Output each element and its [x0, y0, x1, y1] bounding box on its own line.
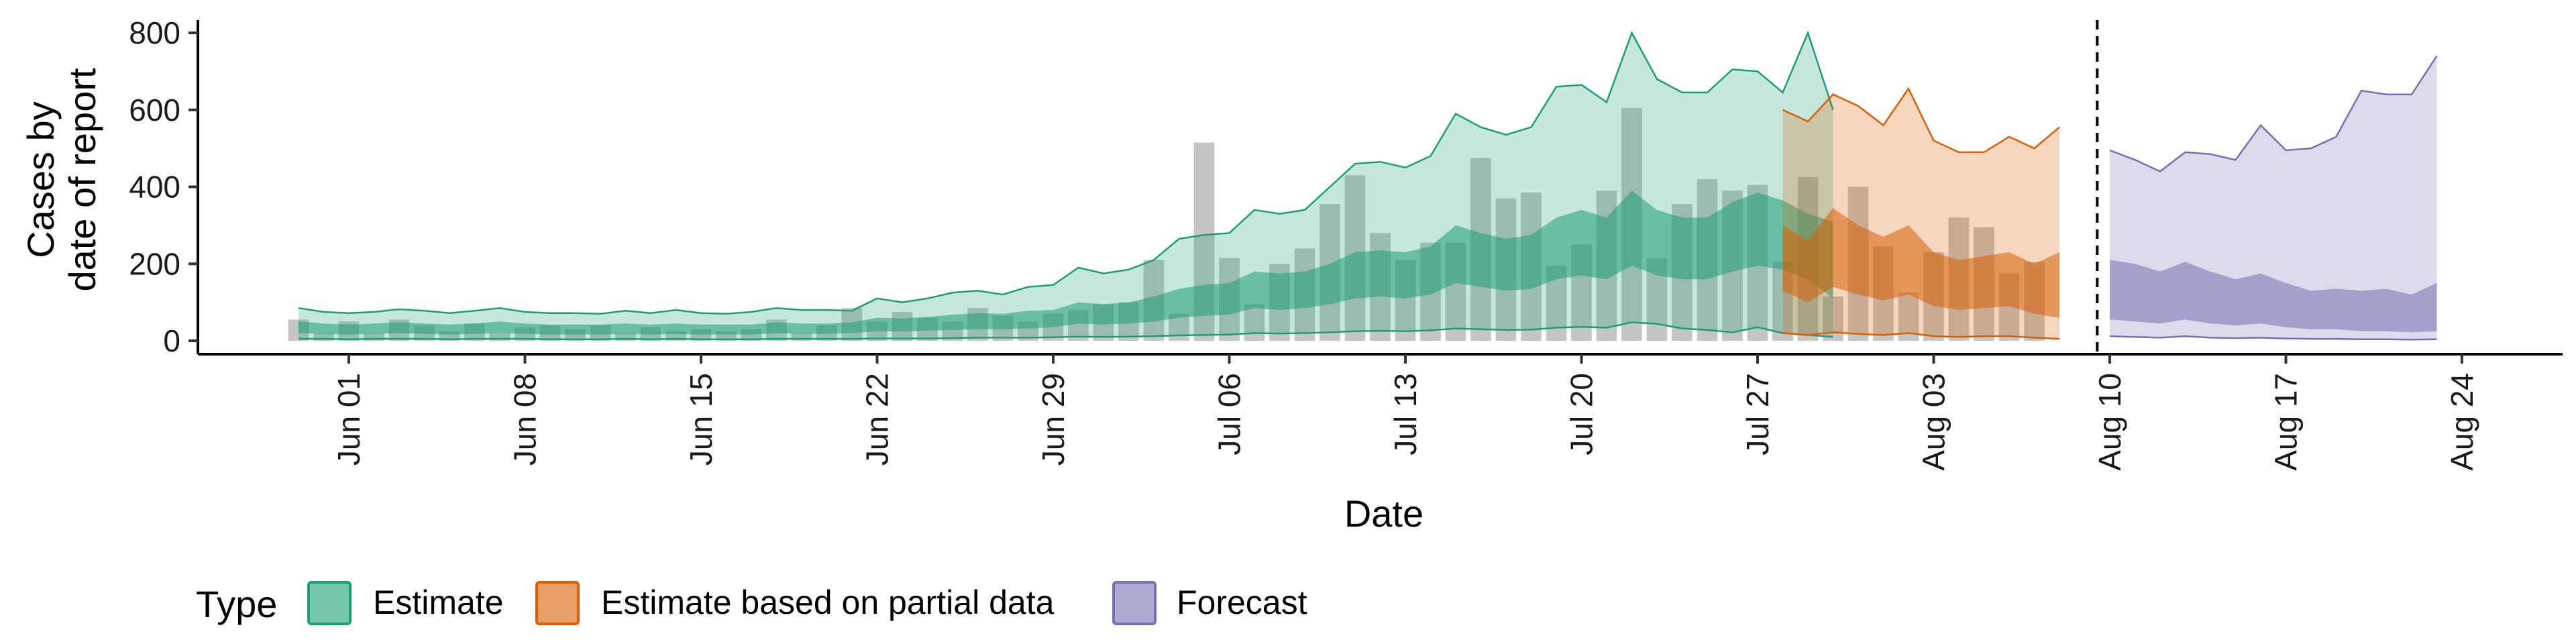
- x-tick-label: Jul 06: [1212, 373, 1247, 455]
- ribbon-lower-line: [2109, 335, 2437, 341]
- x-tick-label: Jul 20: [1564, 373, 1599, 455]
- y-tick-label: 800: [129, 15, 180, 50]
- x-tick-label: Jun 22: [860, 373, 895, 466]
- ribbon-inner: [299, 191, 1833, 335]
- reported-cases-bar: [791, 333, 812, 341]
- reported-cases-bar: [313, 333, 334, 341]
- ribbons: [298, 30, 2438, 341]
- legend-key-forecast: [1112, 581, 1157, 625]
- legend-key-partial: [535, 581, 580, 625]
- y-axis-title-line1: Cases by: [19, 101, 62, 258]
- legend-label-partial: Estimate based on partial data: [601, 584, 1055, 621]
- ribbon-outer: [299, 33, 1833, 339]
- ribbon-inner: [1782, 208, 2059, 318]
- legend-key-estimate: [307, 581, 352, 625]
- x-tick-label: Jul 27: [1740, 373, 1775, 455]
- y-tick-label: 400: [129, 170, 180, 205]
- ribbon-inner: [2110, 260, 2437, 333]
- ribbon-lower-line: [299, 321, 1833, 340]
- reported-cases-bar: [489, 333, 511, 341]
- ribbon-upper-line: [298, 30, 1834, 315]
- x-tick-label: Jun 29: [1036, 373, 1071, 466]
- x-axis-title: Date: [1344, 492, 1424, 535]
- y-tick-label: 600: [129, 93, 180, 127]
- ribbon-lower-line: [1782, 331, 2060, 340]
- y-tick-label: 200: [129, 246, 180, 281]
- reported-cases-bar: [1244, 304, 1265, 341]
- legend-label-forecast: Forecast: [1177, 584, 1307, 621]
- y-tick-label: 0: [163, 323, 180, 358]
- axes: 0 200 400 600 800 Jun 01 Jun 08 Jun 15 Jun 22 Jun…: [129, 15, 2563, 471]
- legend-title: Type: [196, 583, 277, 625]
- legend: Type Estimate Estimate based on partial …: [196, 581, 1307, 625]
- x-tick-label: Jul 13: [1388, 373, 1423, 455]
- legend-label-estimate: Estimate: [373, 584, 504, 621]
- x-tick-label: Jun 08: [508, 373, 543, 466]
- x-tick-label: Jun 01: [331, 373, 366, 466]
- reported-cases-bar: [615, 333, 636, 341]
- x-tick-label: Jun 15: [684, 373, 718, 466]
- ribbon-upper-line: [2109, 55, 2438, 172]
- x-tick-label: Aug 17: [2269, 373, 2304, 471]
- reported-cases-bar: [364, 333, 384, 341]
- x-tick-label: Aug 10: [2092, 373, 2127, 471]
- x-tick-label: Aug 03: [1917, 373, 1951, 471]
- x-tick-label: Aug 24: [2445, 373, 2479, 471]
- ribbon-upper-line: [1782, 87, 2060, 154]
- y-axis-title-line2: date of report: [61, 68, 103, 292]
